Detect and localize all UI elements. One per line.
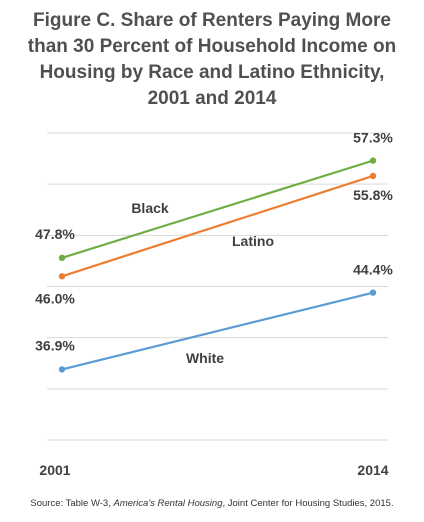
x-tick-label-2001: 2001 xyxy=(39,462,70,478)
data-label-black-2001: 47.8% xyxy=(35,226,75,242)
data-point-white-2001 xyxy=(58,366,66,373)
chart-title-line-1: Figure C. Share of Renters Paying More xyxy=(33,10,391,31)
data-point-black-2001 xyxy=(58,254,66,262)
data-point-latino-2014 xyxy=(369,172,377,180)
x-tick-label-2014: 2014 xyxy=(357,462,388,478)
source-italic: America's Rental Housing xyxy=(113,498,223,509)
source-note: Source: Table W-3, America's Rental Hous… xyxy=(0,498,424,509)
source-suffix: , Joint Center for Housing Studies, 2015… xyxy=(222,498,394,509)
chart-title-line-2: than 30 Percent of Household Income on xyxy=(27,36,397,57)
source-prefix: Source: Table W-3, xyxy=(30,498,114,509)
data-label-black-2014: 57.3% xyxy=(353,130,393,146)
series-line-black xyxy=(61,159,374,259)
chart-title: Figure C. Share of Renters Paying More t… xyxy=(0,8,424,112)
series-label-white: White xyxy=(186,350,224,366)
data-point-latino-2001 xyxy=(58,273,66,280)
gridlines xyxy=(47,132,388,441)
chart-title-line-3: Housing by Race and Latino Ethnicity, xyxy=(39,62,385,83)
chart-title-line-4: 2001 and 2014 xyxy=(147,88,277,109)
series-label-black: Black xyxy=(131,200,169,216)
series-label-latino: Latino xyxy=(232,233,274,249)
data-point-white-2014 xyxy=(369,289,377,296)
data-label-latino-2001: 46.0% xyxy=(35,290,75,306)
data-point-black-2014 xyxy=(369,157,377,164)
data-label-white-2001: 36.9% xyxy=(35,337,75,353)
data-label-white-2014: 44.4% xyxy=(353,262,393,278)
series-line-white xyxy=(61,291,374,371)
data-label-latino-2014: 55.8% xyxy=(353,187,393,203)
chart-labels: 47.8% 57.3% Black 46.0% 55.8% Latino 36.9% 44.4… xyxy=(35,130,393,478)
series-line-latino xyxy=(61,174,374,278)
series-lines xyxy=(58,157,377,373)
